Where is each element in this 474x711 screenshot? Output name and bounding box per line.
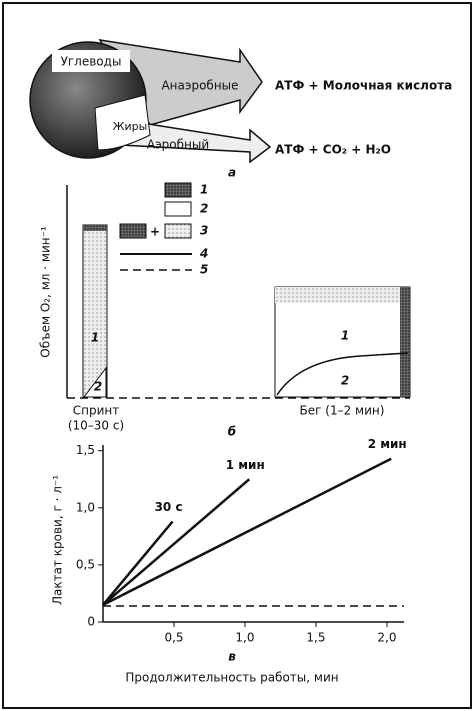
x-tick-label: 1,5 — [306, 631, 325, 645]
legend-swatch — [119, 223, 147, 239]
panel-b: Объем O₂, мл · мин⁻¹ + 1 2 3 4 5 1 2 1 2… — [39, 182, 411, 439]
panel-c: в Продолжительность работы, мин Лактат к… — [51, 437, 407, 684]
run-curve — [276, 352, 409, 396]
run-top — [275, 287, 410, 303]
x-axis-label: Продолжительность работы, мин — [125, 671, 338, 685]
y-tick-label: 0,5 — [76, 557, 95, 571]
series-line — [102, 457, 392, 606]
panel-a: Углеводы Жиры Анаэробные Аэробный АТФ + … — [29, 39, 452, 180]
run-side — [400, 287, 410, 397]
legend-label: 2 — [200, 202, 208, 216]
sprint-top — [83, 225, 107, 231]
y-tick-label: 0 — [87, 615, 95, 629]
legend-label: 1 — [200, 183, 208, 197]
y-tick-label: 1,5 — [76, 443, 95, 457]
category-label: Спринт — [73, 404, 119, 418]
anaerobic-label: Анаэробные — [161, 79, 238, 93]
series-label: 30 с — [155, 500, 183, 514]
product-anaerobic: АТФ + Молочная кислота — [275, 79, 452, 93]
legend-label: 5 — [200, 263, 208, 277]
product-aerobic: АТФ + CO₂ + H₂O — [275, 143, 391, 157]
sprint-aerobic — [82, 366, 107, 398]
x-tick-label: 1,0 — [235, 631, 254, 645]
series-label: 1 мин — [226, 458, 265, 472]
y-axis-label: Лактат крови, г · л⁻¹ — [51, 475, 65, 605]
aerobic-label: Аэробный — [147, 138, 209, 152]
category-label: Бег (1–2 мин) — [300, 404, 385, 418]
legend-plus: + — [150, 225, 160, 239]
legend-label: 3 — [200, 224, 208, 238]
panel-label: б — [228, 425, 236, 439]
part-label: 1 — [91, 331, 99, 345]
part-label: 2 — [94, 380, 102, 394]
x-tick-label: 2,0 — [377, 631, 396, 645]
y-tick-label: 1,0 — [76, 500, 95, 514]
y-axis-label: Объем O₂, мл · мин⁻¹ — [39, 226, 53, 358]
x-tick-label: 0,5 — [164, 631, 183, 645]
part-label: 1 — [341, 329, 349, 343]
part-label: 2 — [341, 374, 349, 388]
fat-sector — [94, 94, 151, 151]
legend-swatch — [164, 223, 192, 239]
aerobic-arrow — [108, 117, 272, 164]
series-line — [102, 520, 174, 606]
category-label: (10–30 с) — [68, 419, 124, 433]
fat-label: Жиры — [113, 120, 148, 133]
source-box — [52, 50, 130, 72]
series-line — [102, 478, 251, 606]
run-bar — [274, 286, 411, 398]
panel-label: в — [228, 650, 236, 664]
series-label: 2 мин — [368, 437, 407, 451]
panel-label: а — [228, 166, 236, 180]
legend-swatch — [164, 182, 192, 198]
legend-swatch — [164, 201, 192, 217]
legend-label: 4 — [199, 247, 208, 261]
source-label: Углеводы — [61, 55, 122, 69]
